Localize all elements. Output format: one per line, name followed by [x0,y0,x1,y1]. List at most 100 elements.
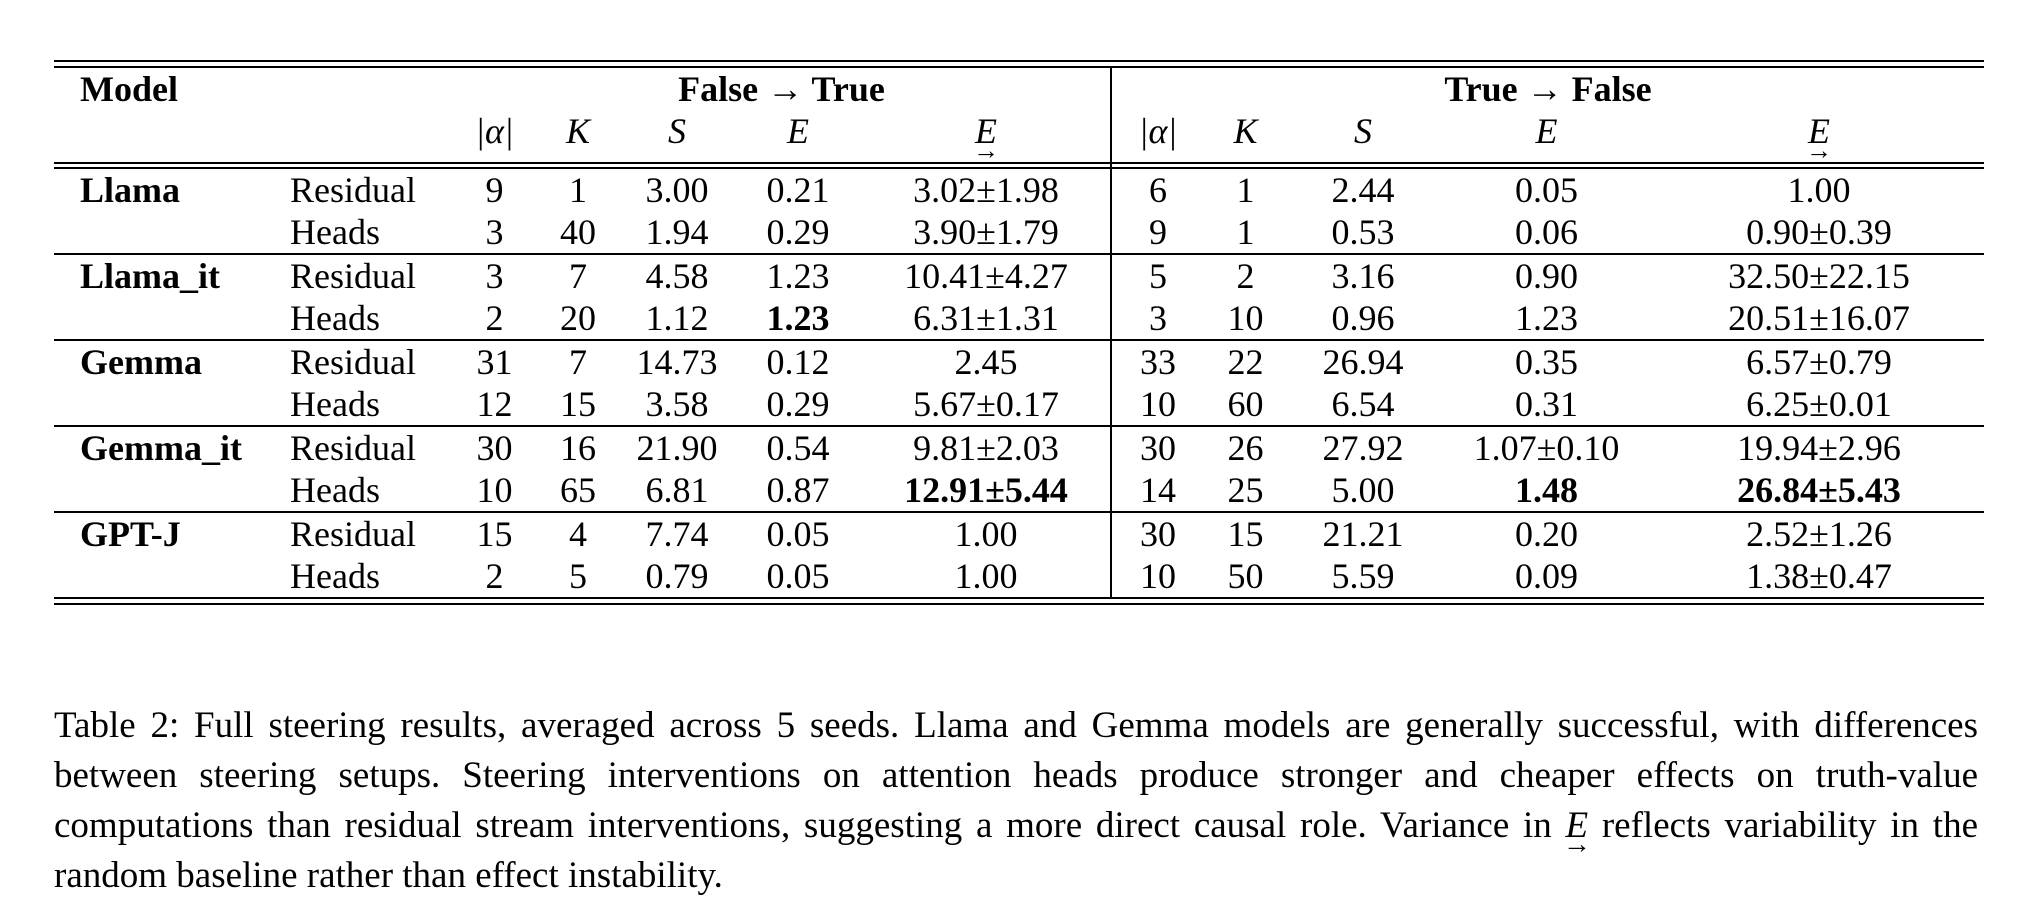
steering-type-cell: Heads [290,212,380,252]
steering-type-cell: Heads [290,384,380,424]
false-to-true-value-cell: 31 [453,339,536,383]
false-to-true-value-cell: 0.29 [766,212,830,252]
true-to-false-value-cell: 0.90±0.39 [1746,212,1892,252]
true-to-false-value-cell: 1.38±0.47 [1746,556,1892,596]
true-to-false-value-cell: 0.05 [1515,170,1578,210]
false-to-true-value-cell: 15 [453,511,536,555]
steering-type-cell: Residual [290,170,416,210]
col-header-e: E [787,111,809,151]
top-rule [54,60,1984,68]
model-name-cell [54,297,268,340]
true-to-false-value-cell: 0.09 [1515,556,1578,596]
col-header-s: S [1354,111,1372,151]
true-to-false-value-cell: 21.21 [1287,511,1439,555]
false-to-true-value-cell: 3.00 [645,170,709,210]
true-to-false-value-cell: 0.20 [1439,511,1654,555]
model-name-cell: Llama [80,170,181,210]
table-row: Heads 12 15 3.58 0.29 5.67±0.17 10 60 6.54 0.31 6.… [54,383,1984,426]
group-header-true-to-false: True → False [1110,67,1984,110]
table-row: Llama Residual 9 1 3.00 0.21 3.02±1.98 6 1 2.44 0.… [54,168,1984,211]
table-row: Heads 10 65 6.81 0.87 12.91±5.44 14 25 5.00 1.48 2… [54,469,1984,512]
true-to-false-value-cell: 3 [1110,297,1204,340]
false-to-true-value-cell: 1.00 [862,511,1111,555]
steering-type-cell: Heads [290,298,380,338]
false-to-true-value-cell: 7 [536,253,620,297]
true-to-false-value-cell: 2 [1204,253,1287,297]
model-name-cell: Llama_it [54,253,268,297]
true-to-false-value-cell: 32.50±22.15 [1654,253,1984,297]
false-to-true-value-cell: 7.74 [620,511,734,555]
true-to-false-value-cell: 0.53 [1331,212,1395,252]
table-row: Gemma Residual 31 7 14.73 0.12 2.45 33 22 26.94 0.… [54,339,1984,383]
false-to-true-value-cell: 6.31±1.31 [913,298,1059,338]
false-to-true-value-cell: 30 [453,425,536,469]
steering-type-cell: Residual [268,339,453,383]
steering-type-cell: Residual [268,511,453,555]
true-to-false-value-cell: 6.57±0.79 [1654,339,1984,383]
true-to-false-value-cell: 22 [1204,339,1287,383]
true-to-false-value-cell: 0.96 [1331,298,1395,338]
false-to-true-value-cell: 0.29 [766,384,830,424]
true-to-false-value-cell: 1.48 [1515,470,1578,510]
true-to-false-value-cell: 60 [1227,384,1264,424]
false-to-true-value-cell: 1.00 [954,556,1018,596]
model-name-cell [54,211,268,254]
false-to-true-value-cell: 3.02±1.98 [913,170,1059,210]
results-table-container: Model False → True True → False |α| K S … [54,60,1984,605]
col-header-k: K [565,111,590,151]
false-to-true-value-cell: 0.21 [766,170,830,210]
false-to-true-value-cell: 40 [560,212,596,252]
true-to-false-value-cell: 19.94±2.96 [1654,425,1984,469]
table-row: GPT-J Residual 15 4 7.74 0.05 1.00 30 15 21.21 0.2… [54,511,1984,555]
true-to-false-value-cell: 9 [1110,211,1204,254]
false-to-true-value-cell: 9.81±2.03 [862,425,1111,469]
false-to-true-value-cell: 21.90 [620,425,734,469]
false-to-true-value-cell: 3 [453,253,536,297]
false-to-true-value-cell: 3 [485,212,504,252]
true-to-false-value-cell: 26 [1204,425,1287,469]
false-to-true-value-cell: 20 [560,298,596,338]
true-to-false-value-cell: 26.94 [1287,339,1439,383]
true-to-false-value-cell: 2.52±1.26 [1654,511,1984,555]
false-to-true-value-cell: 3.90±1.79 [913,212,1059,252]
col-header-k: K [1233,111,1258,151]
false-to-true-value-cell: 3.58 [645,384,709,424]
false-to-true-value-cell: 10.41±4.27 [862,253,1111,297]
false-to-true-value-cell: 0.12 [734,339,862,383]
col-header-e-avg: E → [973,111,999,165]
true-to-false-value-cell: 1 [1236,212,1255,252]
steering-type-cell: Residual [268,425,453,469]
false-to-true-value-cell: 2 [485,298,504,338]
false-to-true-value-cell: 5 [569,556,587,596]
model-name-cell: Gemma_it [54,425,268,469]
false-to-true-value-cell: 4.58 [620,253,734,297]
steering-type-cell: Heads [290,556,380,596]
model-name-cell [54,555,268,598]
true-to-false-value-cell: 27.92 [1287,425,1439,469]
true-to-false-value-cell: 5.00 [1331,470,1395,510]
true-to-false-value-cell: 15 [1204,511,1287,555]
col-header-e: E [1535,111,1558,151]
false-to-true-value-cell: 12.91±5.44 [904,470,1068,510]
false-to-true-value-cell: 65 [560,470,596,510]
false-to-true-value-cell: 0.87 [766,470,830,510]
false-to-true-value-cell: 2.45 [862,339,1111,383]
true-to-false-value-cell: 0.06 [1515,212,1578,252]
true-to-false-value-cell: 1.00 [1787,170,1851,210]
false-to-true-value-cell: 1.12 [645,298,709,338]
true-to-false-value-cell: 10 [1110,383,1204,426]
header-row-columns: |α| K S E E → |α| K S E E → [54,110,1984,165]
table-row: Gemma_it Residual 30 16 21.90 0.54 9.81±2.03 30… [54,425,1984,469]
true-to-false-value-cell: 1 [1236,170,1255,210]
model-column-header: Model [80,69,178,109]
steering-results-table: Model False → True True → False |α| K S … [54,60,1984,605]
table-row: Heads 2 5 0.79 0.05 1.00 10 50 5.59 0.09 1.38±0.47 [54,555,1984,598]
model-name-cell [54,469,268,512]
false-to-true-value-cell: 1.94 [645,212,709,252]
true-to-false-value-cell: 20.51±16.07 [1728,298,1910,338]
false-to-true-value-cell: 0.79 [645,556,709,596]
false-to-true-value-cell: 0.05 [766,556,830,596]
false-to-true-value-cell: 0.05 [734,511,862,555]
false-to-true-value-cell: 16 [536,425,620,469]
caption-text-after: reflects variability in the random basel… [54,805,1978,896]
